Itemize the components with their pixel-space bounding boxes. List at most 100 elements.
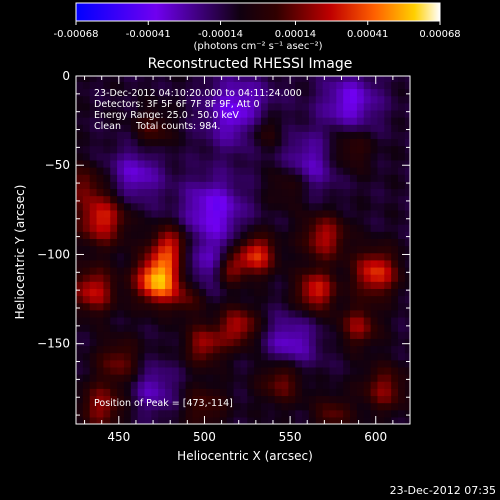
heatmap-cell: [308, 131, 317, 140]
heatmap-cell: [315, 145, 324, 154]
heatmap-cell: [240, 324, 248, 332]
heatmap-cell: [130, 231, 139, 239]
heatmap-cell: [377, 76, 385, 82]
heatmap-cell: [76, 395, 84, 404]
heatmap-cell: [329, 288, 337, 297]
heatmap-cell: [350, 195, 358, 204]
heatmap-cell: [240, 145, 248, 154]
heatmap-cell: [171, 288, 180, 297]
heatmap-cell: [158, 109, 166, 118]
heatmap-cell: [370, 95, 379, 104]
heatmap-cell: [247, 245, 255, 254]
heatmap-cell: [391, 338, 399, 347]
heatmap-cell: [151, 159, 159, 168]
heatmap-cell: [404, 288, 410, 297]
heatmap-cell: [240, 102, 248, 111]
heatmap-cell: [260, 159, 269, 168]
heatmap-cell: [213, 324, 221, 332]
heatmap-cell: [267, 209, 276, 218]
heatmap-cell: [398, 195, 406, 204]
heatmap-cell: [165, 295, 173, 304]
heatmap-cell: [308, 316, 317, 325]
heatmap-cell: [199, 209, 207, 218]
heatmap-cell: [219, 174, 228, 182]
heatmap-cell: [363, 209, 372, 218]
heatmap-cell: [274, 238, 283, 247]
heatmap-cell: [219, 345, 228, 354]
heatmap-cell: [322, 345, 331, 354]
heatmap-cell: [281, 124, 289, 132]
heatmap-cell: [343, 124, 351, 132]
heatmap-cell: [226, 238, 235, 247]
heatmap-cell: [206, 374, 214, 382]
heatmap-cell: [336, 324, 344, 332]
heatmap-cell: [343, 238, 351, 247]
heatmap-cell: [370, 188, 379, 197]
heatmap-cell: [274, 216, 283, 225]
heatmap-cell: [315, 402, 324, 411]
heatmap-cell: [103, 309, 111, 318]
heatmap-cell: [404, 295, 410, 304]
heatmap-cell: [171, 324, 180, 332]
heatmap-cell: [103, 331, 111, 339]
heatmap-cell: [82, 259, 91, 268]
heatmap-cell: [117, 245, 125, 254]
heatmap-cell: [226, 352, 235, 361]
heatmap-cell: [144, 238, 152, 247]
heatmap-cell: [151, 81, 159, 90]
heatmap-cell: [322, 388, 331, 397]
heatmap-cell: [384, 145, 392, 154]
heatmap-cell: [247, 188, 255, 197]
heatmap-cell: [137, 316, 146, 325]
heatmap-cell: [185, 374, 194, 382]
heatmap-cell: [137, 281, 146, 289]
heatmap-cell: [240, 138, 248, 147]
heatmap-cell: [219, 124, 228, 132]
heatmap-cell: [213, 281, 221, 289]
heatmap-cell: [165, 95, 173, 104]
heatmap-cell: [329, 174, 337, 182]
heatmap-cell: [165, 202, 173, 211]
heatmap-cell: [226, 381, 235, 389]
heatmap-cell: [267, 224, 276, 232]
heatmap-cell: [267, 145, 276, 154]
heatmap-cell: [117, 145, 125, 154]
heatmap-cell: [254, 295, 262, 304]
heatmap-cell: [158, 416, 166, 424]
heatmap-cell: [302, 309, 310, 318]
heatmap-cell: [151, 409, 159, 418]
heatmap-cell: [308, 102, 317, 111]
heatmap-cell: [151, 374, 159, 382]
heatmap-cell: [295, 252, 303, 261]
heatmap-cell: [192, 131, 200, 140]
heatmap-cell: [130, 402, 139, 411]
heatmap-cell: [158, 252, 166, 261]
heatmap-cell: [110, 338, 118, 347]
heatmap-cell: [247, 145, 255, 154]
heatmap-cell: [226, 145, 235, 154]
heatmap-cell: [363, 316, 372, 325]
heatmap-cell: [404, 409, 410, 418]
heatmap-cell: [82, 274, 91, 282]
heatmap-cell: [302, 216, 310, 225]
heatmap-cell: [356, 188, 365, 197]
heatmap-cell: [404, 352, 410, 361]
heatmap-cell: [89, 181, 98, 190]
heatmap-cell: [144, 209, 152, 218]
heatmap-cell: [295, 345, 303, 354]
heatmap-cell: [185, 224, 194, 232]
heatmap-cell: [370, 266, 379, 275]
heatmap-cell: [260, 259, 269, 268]
heatmap-cell: [117, 224, 125, 232]
heatmap-cell: [144, 266, 152, 275]
heatmap-cell: [82, 209, 91, 218]
heatmap-cell: [117, 109, 125, 118]
heatmap-cell: [171, 109, 180, 118]
heatmap-cell: [336, 245, 344, 254]
heatmap-cell: [171, 309, 180, 318]
heatmap-cell: [363, 231, 372, 239]
heatmap-cell: [178, 159, 187, 168]
heatmap-cell: [356, 76, 365, 82]
heatmap-cell: [398, 274, 406, 282]
heatmap-cell: [240, 252, 248, 261]
